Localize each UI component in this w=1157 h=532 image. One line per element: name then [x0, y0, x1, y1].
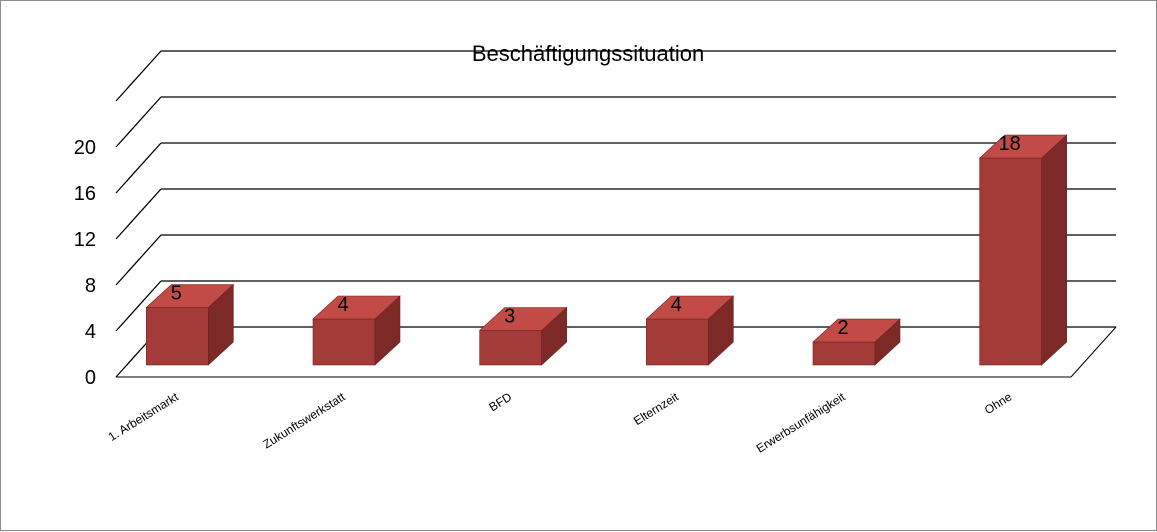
- bar-top: [812, 318, 901, 343]
- bar-front: [646, 318, 709, 366]
- gridline-depth: [115, 280, 162, 332]
- floor-right-edge: [1070, 326, 1117, 378]
- gridline-depth: [115, 188, 162, 240]
- x-category-label: Erwerbsunfähigkeit: [754, 389, 849, 455]
- bar: [645, 295, 735, 366]
- data-label: 4: [337, 294, 348, 316]
- bar-front: [812, 341, 876, 366]
- bar-top: [478, 307, 568, 331]
- data-label: 3: [504, 306, 515, 328]
- axis-layer: [116, 326, 1117, 378]
- bar-side: [1041, 134, 1067, 366]
- y-tick-label: 4: [85, 321, 96, 343]
- chart-title: Beschäftigungssituation: [472, 41, 704, 66]
- y-tick-label: 20: [74, 137, 96, 159]
- bar: [978, 134, 1068, 366]
- x-category-label: Zukunftswerkstatt: [260, 389, 348, 451]
- bar: [145, 283, 235, 366]
- bar: [312, 295, 401, 366]
- bar-top: [978, 134, 1068, 159]
- bar: [812, 318, 901, 366]
- grid-layer: [115, 50, 1116, 378]
- bar-top: [145, 284, 235, 308]
- bar-front: [479, 330, 542, 366]
- data-label: 5: [171, 283, 182, 305]
- data-label: 4: [671, 294, 682, 316]
- x-category-label: BFD: [486, 389, 514, 414]
- y-tick-label: 16: [74, 183, 96, 205]
- bar-front: [146, 307, 209, 366]
- y-tick-label: 8: [85, 275, 96, 297]
- x-category-label: Ohne: [982, 390, 1015, 418]
- bar-top: [312, 295, 401, 320]
- gridline-depth: [115, 50, 162, 102]
- gridline-depth: [115, 96, 162, 148]
- bar-layer: [145, 134, 1068, 366]
- y-tick-label: 12: [74, 229, 96, 251]
- data-label: 2: [837, 317, 848, 339]
- gridline-depth: [115, 142, 162, 194]
- bar-top: [645, 295, 735, 320]
- bar: [478, 306, 568, 366]
- data-label: 18: [999, 133, 1021, 155]
- x-category-label: Elternzeit: [631, 389, 681, 428]
- y-tick-label: 0: [85, 367, 96, 389]
- bar-front: [312, 318, 376, 366]
- bar-front: [979, 157, 1042, 366]
- gridline-depth: [115, 234, 162, 286]
- x-category-label: 1. Arbeitsmarkt: [106, 389, 182, 444]
